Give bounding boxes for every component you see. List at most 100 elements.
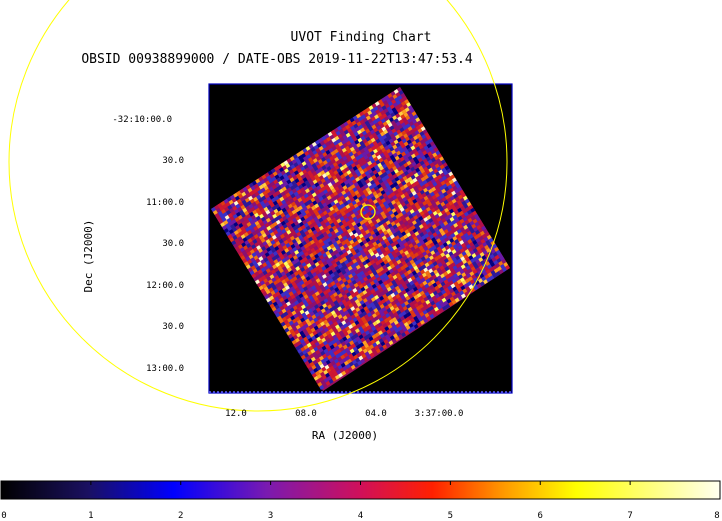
exposure-pixel	[337, 314, 343, 320]
exposure-pixel	[391, 229, 397, 235]
exposure-pixel	[365, 136, 371, 142]
exposure-pixel	[394, 306, 400, 312]
exposure-pixel	[315, 206, 321, 212]
exposure-pixel	[420, 147, 426, 153]
dec-tick-label: 30.0	[162, 322, 184, 332]
exposure-pixel	[356, 193, 362, 199]
exposure-pixel	[465, 214, 471, 220]
exposure-pixel	[389, 305, 395, 311]
exposure-pixel	[266, 196, 272, 202]
exposure-pixel	[313, 288, 318, 294]
exposure-pixel	[441, 175, 447, 181]
exposure-pixel	[350, 255, 356, 261]
exposure-pixel	[250, 257, 256, 263]
exposure-pixel	[398, 321, 404, 327]
exposure-pixel	[331, 145, 337, 151]
exposure-pixel	[273, 179, 279, 185]
exposure-pixel	[298, 293, 304, 299]
exposure-pixel	[399, 299, 404, 305]
exposure-pixel	[277, 302, 283, 308]
exposure-pixel	[283, 311, 289, 317]
exposure-pixel	[296, 290, 302, 296]
exposure-pixel	[282, 244, 288, 250]
exposure-pixel	[454, 196, 460, 202]
exposure-pixel	[325, 171, 331, 177]
exposure-pixel	[376, 183, 382, 189]
exposure-pixel	[322, 361, 328, 367]
exposure-pixel	[353, 282, 359, 288]
exposure-pixel	[261, 275, 267, 281]
exposure-pixel	[247, 187, 253, 193]
exposure-pixel	[366, 144, 372, 150]
exposure-pixel	[377, 250, 383, 256]
exposure-pixel	[419, 261, 425, 267]
exposure-pixel	[398, 270, 404, 276]
exposure-pixel	[319, 254, 324, 260]
exposure-pixel	[253, 204, 259, 210]
exposure-pixel	[304, 180, 310, 186]
exposure-pixel	[333, 279, 339, 284]
exposure-pixel	[476, 283, 482, 289]
exposure-pixel	[451, 241, 456, 247]
exposure-pixel	[472, 210, 477, 216]
exposure-pixel	[311, 163, 317, 169]
exposure-pixel	[415, 146, 421, 152]
exposure-pixel	[366, 232, 372, 238]
exposure-pixel	[291, 310, 297, 316]
exposure-pixel	[266, 284, 272, 290]
exposure-pixel	[440, 209, 446, 215]
exposure-pixel	[377, 170, 383, 176]
exposure-pixel	[358, 183, 364, 189]
exposure-pixel	[319, 154, 325, 159]
exposure-pixel	[266, 255, 272, 261]
exposure-pixel	[291, 209, 297, 215]
exposure-pixel	[396, 201, 401, 206]
exposure-pixel	[277, 265, 282, 271]
exposure-pixel	[281, 199, 286, 205]
exposure-pixel	[314, 161, 320, 167]
exposure-pixel	[427, 151, 433, 157]
exposure-pixel	[440, 281, 446, 287]
exposure-pixel	[339, 166, 345, 171]
exposure-pixel	[426, 135, 432, 141]
exposure-pixel	[398, 212, 404, 218]
exposure-pixel	[345, 334, 351, 340]
exposure-pixel	[377, 141, 383, 147]
exposure-pixel	[346, 170, 352, 175]
exposure-pixel	[297, 327, 303, 333]
exposure-pixel	[440, 222, 445, 228]
exposure-pixel	[216, 207, 221, 213]
exposure-pixel	[414, 239, 420, 245]
exposure-pixel	[293, 170, 299, 176]
exposure-pixel	[317, 352, 323, 358]
exposure-pixel	[399, 207, 405, 213]
exposure-pixel	[356, 150, 362, 156]
exposure-pixel	[466, 281, 472, 287]
exposure-pixel	[366, 182, 372, 187]
exposure-pixel	[398, 283, 403, 289]
exposure-pixel	[307, 350, 313, 356]
exposure-pixel	[434, 205, 439, 211]
exposure-pixel	[407, 328, 413, 334]
exposure-pixel	[325, 359, 331, 365]
exposure-pixel	[340, 160, 346, 166]
exposure-pixel	[403, 271, 409, 277]
dec-tick-label: 13:00.0	[146, 364, 184, 374]
exposure-pixel	[396, 309, 402, 315]
exposure-pixel	[396, 267, 402, 273]
exposure-pixel	[378, 237, 384, 243]
exposure-pixel	[330, 352, 336, 358]
exposure-pixel	[395, 222, 401, 228]
exposure-pixel	[231, 197, 237, 203]
exposure-pixel	[347, 156, 353, 162]
exposure-pixel	[341, 169, 347, 174]
exposure-pixel	[306, 183, 312, 189]
exposure-pixel	[334, 287, 340, 293]
exposure-pixel	[265, 188, 271, 194]
exposure-pixel	[285, 322, 291, 328]
exposure-pixel	[421, 285, 426, 291]
exposure-pixel	[438, 177, 444, 183]
exposure-pixel	[379, 325, 385, 331]
exposure-pixel	[327, 161, 333, 166]
exposure-pixel	[392, 333, 398, 339]
